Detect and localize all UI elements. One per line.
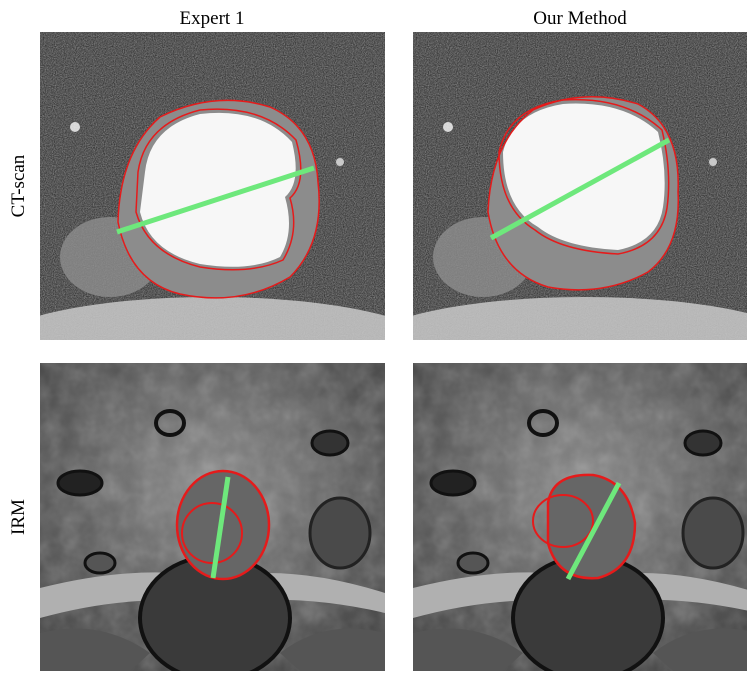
- row-label: CT-scan: [8, 154, 29, 217]
- column-title: Expert 1: [180, 8, 245, 29]
- row-label: IRM: [8, 499, 29, 535]
- column-title: Our Method: [533, 8, 627, 29]
- ct-method-panel: [355, 32, 747, 407]
- irm-expert-panel: [40, 363, 385, 671]
- ct-expert-panel: [0, 32, 442, 407]
- irm-method-panel: [413, 363, 747, 671]
- figure: Expert 1 Our Method CT-scan IRM: [0, 0, 747, 671]
